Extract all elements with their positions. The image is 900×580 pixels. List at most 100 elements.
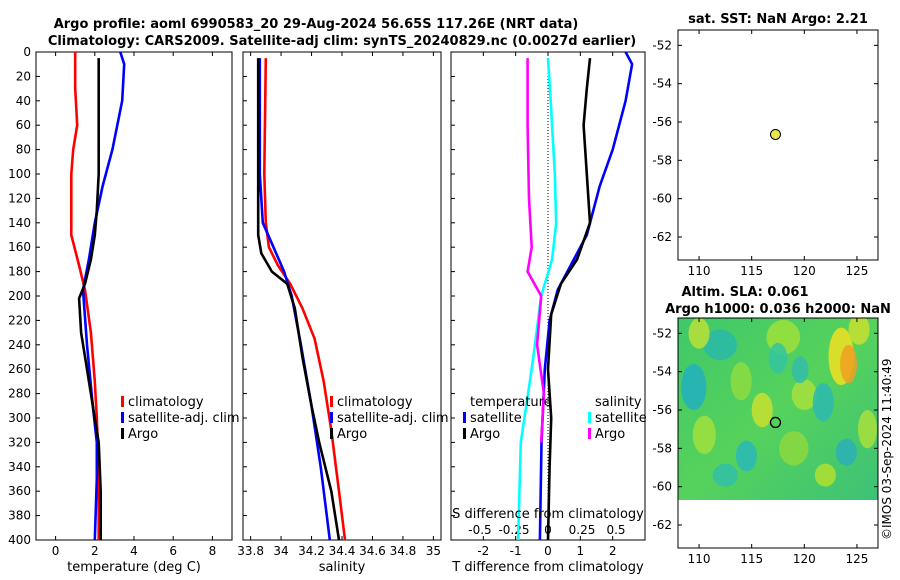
x-tick-label: 34.4 bbox=[329, 544, 356, 558]
map-x-tick-label: 125 bbox=[845, 264, 868, 278]
sla-anomaly-blob bbox=[768, 342, 788, 374]
sst-map-points bbox=[769, 128, 781, 140]
legend-swatch-argo bbox=[121, 428, 124, 439]
depth-tick-label: 60 bbox=[16, 118, 31, 132]
sla-anomaly-blob bbox=[692, 415, 716, 455]
x-tick-label: 6 bbox=[169, 544, 177, 558]
sla-map-title-line1: Altim. SLA: 0.061 bbox=[682, 285, 809, 300]
x-tick-label: 0 bbox=[544, 544, 552, 558]
sst-map-title: sat. SST: NaN Argo: 2.21 bbox=[688, 12, 868, 27]
sla-anomaly-blob bbox=[688, 318, 710, 349]
legend-swatch-satellite bbox=[330, 412, 333, 423]
map-x-tick-label: 125 bbox=[845, 552, 868, 566]
map-y-tick-label: -54 bbox=[652, 77, 672, 91]
sst-map: sat. SST: NaN Argo: 2.21 110 115 120 125 -52… bbox=[652, 12, 879, 278]
map-y-tick-label: -62 bbox=[652, 518, 672, 532]
salinity-xlabel: salinity bbox=[319, 560, 366, 575]
depth-tick-label: 260 bbox=[8, 362, 31, 376]
depth-tick-label: 400 bbox=[8, 533, 31, 547]
sla-map-ticks: 110 115 120 125 -52 -54 -56 -58 -60 -62 bbox=[652, 318, 878, 566]
map-x-tick-label: 110 bbox=[688, 552, 711, 566]
map-x-tick-label: 115 bbox=[740, 552, 763, 566]
temperature-legend: climatology satellite-adj. clim Argo bbox=[121, 395, 240, 442]
sdiff-tick-label: -0.5 bbox=[468, 523, 491, 537]
series-line-t-satellite bbox=[538, 51, 634, 541]
map-y-tick-label: -56 bbox=[652, 403, 672, 417]
legend-swatch-argo bbox=[330, 428, 333, 439]
map-x-tick-label: 110 bbox=[688, 264, 711, 278]
depth-tick-label: 80 bbox=[16, 143, 31, 157]
depth-tick-label: 380 bbox=[8, 509, 31, 523]
depth-tick-label: 0 bbox=[23, 45, 31, 59]
depth-tick-label: 220 bbox=[8, 313, 31, 327]
x-tick-label: 8 bbox=[209, 544, 217, 558]
depth-tick-label: 40 bbox=[16, 94, 31, 108]
map-y-tick-label: -58 bbox=[652, 153, 672, 167]
legend-t-argo: Argo bbox=[470, 427, 500, 442]
sla-anomaly-blob bbox=[791, 379, 817, 410]
series-line-climatology bbox=[70, 52, 100, 540]
legend-s-satellite: satellite bbox=[595, 411, 647, 426]
legend-t-satellite: satellite bbox=[470, 411, 522, 426]
map-y-tick-label: -56 bbox=[652, 115, 672, 129]
legend-s-argo: Argo bbox=[595, 427, 625, 442]
legend-swatch-climatology bbox=[121, 396, 124, 407]
sst-map-ticks: 110 115 120 125 -52 -54 -56 -58 -60 -62 bbox=[652, 30, 878, 278]
legend-argo: Argo bbox=[337, 427, 367, 442]
sla-anomaly-blob bbox=[835, 438, 857, 466]
difference-xlabel: T difference from climatology bbox=[451, 560, 644, 575]
salinity-axes bbox=[242, 51, 442, 541]
legend-swatch-s-satellite bbox=[588, 412, 591, 423]
argo-position-marker bbox=[769, 416, 782, 429]
depth-tick-label: 20 bbox=[16, 69, 31, 83]
series-line-argo bbox=[256, 58, 341, 541]
x-tick-label: 0 bbox=[52, 544, 60, 558]
difference-panel: -2 -1 0 1 2 -0.5 -0.25 0 0.25 0.5 S difference f… bbox=[450, 51, 647, 575]
sla-map: Altim. SLA: 0.061 Argo h1000: 0.036 h200… bbox=[652, 285, 890, 566]
x-tick-label: 34.6 bbox=[359, 544, 386, 558]
depth-tick-label: 340 bbox=[8, 460, 31, 474]
sla-map-frame bbox=[677, 317, 879, 549]
series-line-climatology bbox=[262, 58, 347, 541]
depth-tick-label: 300 bbox=[8, 411, 31, 425]
legend-climatology: climatology bbox=[128, 395, 204, 410]
map-x-tick-label: 120 bbox=[793, 264, 816, 278]
depth-tick-label: 320 bbox=[8, 435, 31, 449]
temperature-panel: 0204060801001201401601802002202402602803… bbox=[8, 45, 240, 575]
depth-tick-label: 100 bbox=[8, 167, 31, 181]
series-line-s-satellite bbox=[516, 58, 558, 541]
x-tick-label: 2 bbox=[91, 544, 99, 558]
temperature-xlabel: temperature (deg C) bbox=[67, 560, 201, 575]
depth-tick-label: 200 bbox=[8, 289, 31, 303]
sla-anomaly-blob bbox=[848, 318, 870, 345]
difference-lines bbox=[516, 51, 634, 541]
depth-tick-label: 120 bbox=[8, 191, 31, 205]
salinity-legend: climatology satellite-adj. clim Argo bbox=[330, 395, 449, 442]
sla-anomaly-blob bbox=[779, 431, 809, 466]
legend-swatch-satellite bbox=[121, 412, 124, 423]
sla-anomaly-blob bbox=[730, 362, 752, 401]
x-tick-label: 34 bbox=[273, 544, 288, 558]
legend-climatology: climatology bbox=[337, 395, 413, 410]
difference-legend: temperature satellite Argo salinity sate… bbox=[463, 395, 647, 442]
series-line-s-argo bbox=[526, 58, 546, 443]
depth-tick-label: 240 bbox=[8, 338, 31, 352]
sla-anomaly-blob bbox=[703, 329, 737, 361]
legend-swatch-t-argo bbox=[463, 428, 466, 439]
legend-swatch-s-argo bbox=[588, 428, 591, 439]
legend-satellite: satellite-adj. clim bbox=[128, 411, 240, 426]
salinity-ticks: 33.8 34 34.2 34.4 34.6 34.8 35 bbox=[237, 51, 441, 558]
x-tick-label: 34.8 bbox=[390, 544, 417, 558]
sla-map-points bbox=[769, 416, 782, 429]
sla-heatmap bbox=[678, 318, 878, 500]
sla-anomaly-blob bbox=[751, 392, 773, 428]
depth-tick-label: 180 bbox=[8, 265, 31, 279]
temperature-lines bbox=[70, 51, 126, 541]
legend-temperature-title: temperature bbox=[470, 395, 552, 410]
map-y-tick-label: -62 bbox=[652, 230, 672, 244]
salinity-lines bbox=[256, 58, 347, 541]
series-line-argo bbox=[77, 58, 102, 540]
map-y-tick-label: -60 bbox=[652, 480, 672, 494]
sst-map-axes bbox=[677, 29, 879, 261]
x-tick-label: 35 bbox=[426, 544, 441, 558]
